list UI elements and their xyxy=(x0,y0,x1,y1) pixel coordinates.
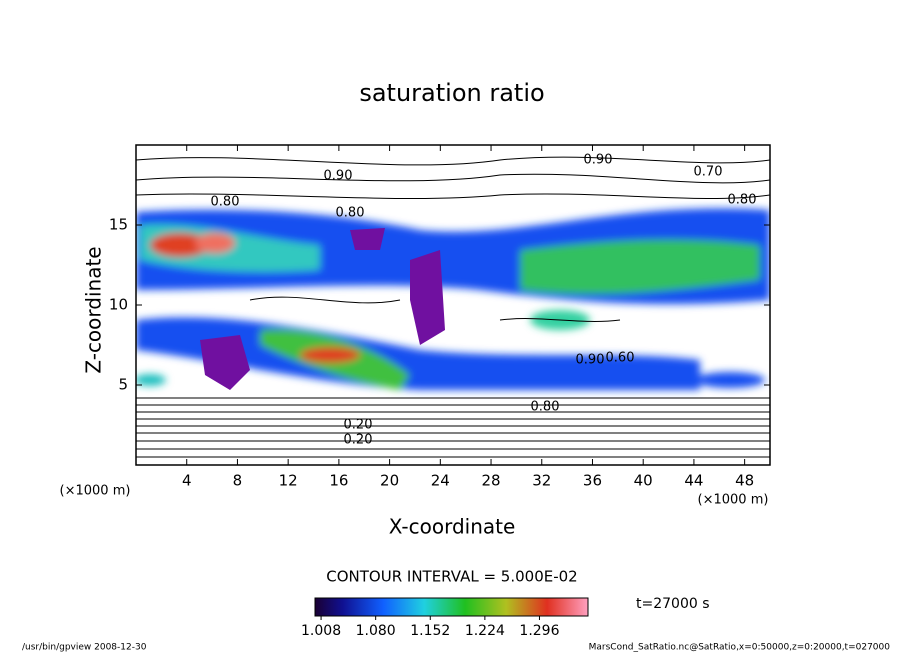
footer-right: MarsCond_SatRatio.nc@SatRatio,x=0:50000,… xyxy=(589,643,891,653)
colorbar-tick-label: 1.224 xyxy=(465,623,505,639)
contour-label: 0.80 xyxy=(728,193,757,208)
x-tick-label: 40 xyxy=(634,472,653,490)
contour-label: 0.90 xyxy=(324,169,353,184)
x-unit-right: (×1000 m) xyxy=(698,493,769,508)
x-unit-left: (×1000 m) xyxy=(60,484,131,499)
y-tick-label: 15 xyxy=(109,216,128,234)
contour-label: 0.70 xyxy=(694,165,723,180)
contour-label: 0.20 xyxy=(344,433,373,448)
x-tick-label: 44 xyxy=(684,472,703,490)
y-axis-label: Z-coordinate xyxy=(82,246,106,373)
contour-label: 0.90 xyxy=(576,353,605,368)
x-tick-label: 4 xyxy=(182,472,192,490)
contour-label: 0.80 xyxy=(531,400,560,415)
contour-label: 0.20 xyxy=(344,418,373,433)
x-tick-label: 8 xyxy=(233,472,243,490)
field xyxy=(136,145,770,465)
x-tick-label: 28 xyxy=(481,472,500,490)
colorbar xyxy=(314,597,589,617)
time-label: t=27000 s xyxy=(636,596,710,612)
x-tick-label: 12 xyxy=(279,472,298,490)
x-tick-label: 36 xyxy=(583,472,602,490)
contour-interval: CONTOUR INTERVAL = 5.000E-02 xyxy=(326,568,577,586)
x-axis-label: X-coordinate xyxy=(389,515,516,539)
colorbar-tick-label: 1.008 xyxy=(301,623,341,639)
footer-left: /usr/bin/gpview 2008-12-30 xyxy=(22,643,147,653)
colorbar-tick-label: 1.080 xyxy=(356,623,396,639)
contour-label: 0.80 xyxy=(211,195,240,210)
chart-title: saturation ratio xyxy=(359,79,544,107)
x-tick-label: 20 xyxy=(380,472,399,490)
contour-label: 0.60 xyxy=(606,351,635,366)
x-tick-label: 24 xyxy=(431,472,450,490)
colorbar-tick-label: 1.296 xyxy=(519,623,559,639)
x-tick-label: 32 xyxy=(532,472,551,490)
contour-label: 0.80 xyxy=(336,206,365,221)
x-tick-label: 16 xyxy=(329,472,348,490)
x-tick-label: 48 xyxy=(735,472,754,490)
y-tick-label: 5 xyxy=(118,376,128,394)
colorbar-tick-label: 1.152 xyxy=(410,623,450,639)
y-tick-label: 10 xyxy=(109,296,128,314)
contour-label: 0.90 xyxy=(584,153,613,168)
